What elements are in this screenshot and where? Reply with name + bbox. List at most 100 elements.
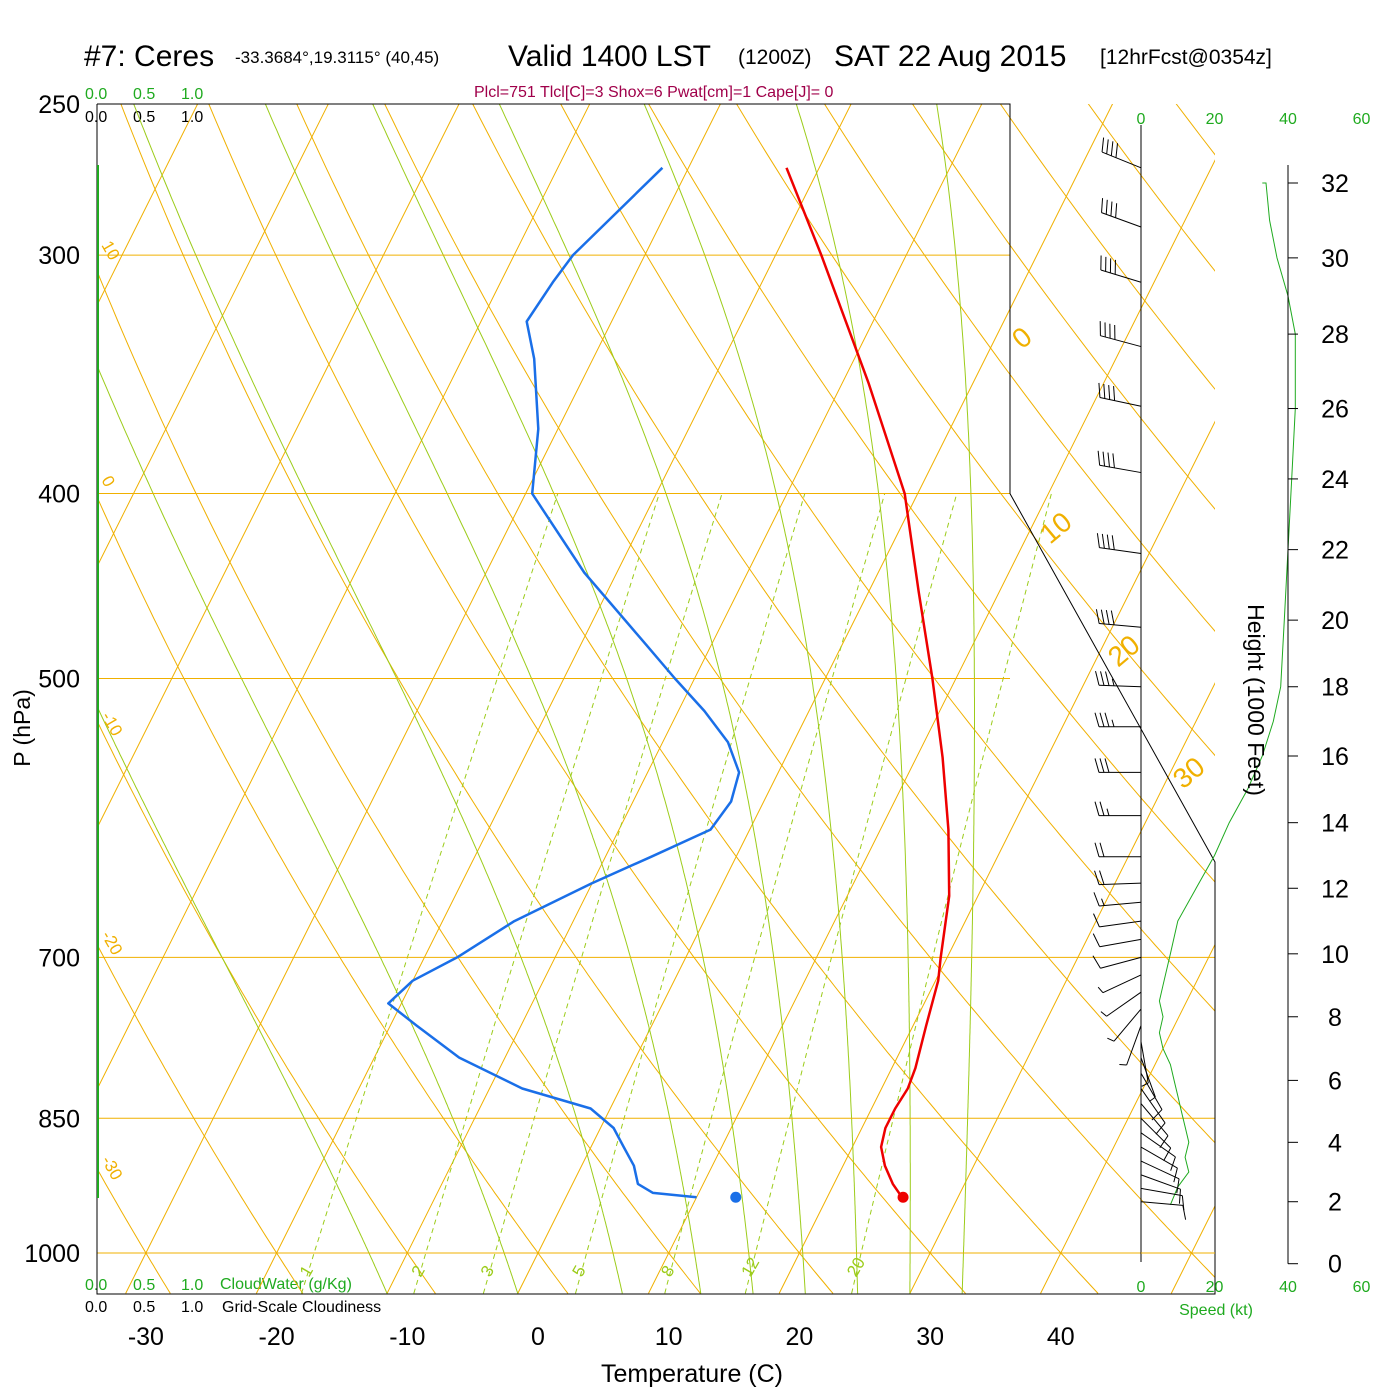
wind-barb-flag: [1104, 712, 1110, 727]
dry-adiabats: [97, 104, 1215, 1294]
bottom-cloudwater-tick-2: 1.0: [181, 1277, 204, 1294]
dry-adiabat: [384, 104, 1215, 1279]
plot-border: [96, 103, 1216, 1295]
dry-adiabat: [648, 104, 1215, 883]
wind-barb: [1100, 255, 1142, 283]
pressure-tick-label: 400: [38, 481, 80, 509]
wind-barb-staff: [1140, 1103, 1169, 1137]
wind-barb-flag: [1159, 1135, 1169, 1149]
wind-barb-staff: [1099, 397, 1142, 407]
surface-dewpoint-marker: [730, 1191, 742, 1203]
wind-barb: [1140, 1174, 1181, 1204]
mixing-ratio-label: 20: [843, 1254, 869, 1280]
dry-adiabat: [208, 104, 966, 1294]
wind-barb-flag: [1094, 758, 1100, 773]
moist-adiabat: [936, 104, 975, 1294]
wind-barb-flag: [1093, 913, 1100, 928]
dry-adiabat: [823, 104, 1215, 632]
wind-barb-flag: [1176, 1178, 1180, 1194]
isotherm: [386, 104, 983, 1294]
wind-barb-flag: [1094, 842, 1100, 857]
bottom-cloudiness-tick-1: 0.5: [133, 1299, 156, 1316]
wind-barb: [1140, 1041, 1149, 1087]
sounding-indices: Plcl=751 Tlcl[C]=3 Shox=6 Pwat[cm]=1 Cap…: [474, 84, 834, 101]
isotherm: [1170, 1204, 1215, 1294]
height-tick-label: 20: [1321, 607, 1349, 635]
isotherm: [255, 104, 852, 1294]
isotherm: [648, 159, 1215, 1294]
isotherm: [97, 104, 591, 1091]
height-tick-label: 0: [1328, 1251, 1342, 1279]
surface-temperature-marker: [897, 1191, 909, 1203]
wind-barb-staff: [1140, 1201, 1183, 1206]
height-tick-label: 30: [1321, 245, 1349, 273]
top-cloudiness-tick-0: 0.0: [85, 109, 108, 126]
height-tick-label: 32: [1321, 170, 1349, 198]
wind-barb-staff: [1140, 1117, 1172, 1149]
isotherm: [517, 104, 1114, 1294]
temperature-tick-label: 20: [785, 1323, 813, 1351]
isotherm-label-right: 10: [1034, 506, 1078, 550]
dry-adiabat: [97, 495, 569, 1294]
wind-barb-flag: [1115, 143, 1118, 158]
wind-barb-flag: [1100, 671, 1105, 686]
wind-barb-flag: [1095, 671, 1100, 686]
valid-utc: (1200Z): [738, 46, 812, 69]
mixing-ratio-line: [664, 493, 886, 1294]
wind-barb-staff: [1140, 1146, 1178, 1169]
wind-barb-half: [1107, 1037, 1115, 1042]
moist-adiabat: [372, 104, 754, 1294]
wind-barb: [1094, 870, 1142, 886]
wind-speed-tick-bottom: 60: [1353, 1279, 1371, 1296]
wind-barb: [1140, 1187, 1185, 1211]
wind-barb: [1098, 382, 1142, 407]
top-cloudiness-tick-1: 0.5: [133, 109, 156, 126]
wind-barb: [1094, 801, 1141, 817]
wind-barb-staff: [1140, 1160, 1180, 1180]
isotherm-label-right: 0: [1006, 321, 1038, 355]
wind-barb: [1140, 1160, 1180, 1194]
dry-adiabat: [560, 104, 1215, 1012]
pressure-tick-label: 850: [38, 1105, 80, 1133]
isotherms: [97, 104, 1215, 1294]
wind-speed-tick-bottom: 0: [1137, 1279, 1146, 1296]
pressure-tick-label: 300: [38, 242, 80, 270]
wind-barb-staff: [1140, 1072, 1163, 1110]
wind-barb: [1096, 533, 1142, 554]
wind-barb-staff: [1099, 938, 1142, 948]
moist-adiabats: [97, 104, 975, 1294]
wind-barb-staff: [1099, 882, 1142, 886]
isotherm: [97, 104, 199, 307]
wind-barb: [1094, 842, 1141, 858]
wind-barb-flag: [1115, 203, 1118, 218]
wind-barb-half: [1111, 678, 1115, 686]
wind-barb: [1095, 609, 1142, 628]
dry-adiabat: [97, 1167, 171, 1294]
height-tick-label: 14: [1321, 810, 1349, 838]
height-tick-label: 2: [1328, 1189, 1342, 1217]
wind-barb-flag: [1094, 712, 1100, 727]
isotherm-label-left: -30: [98, 1153, 127, 1184]
wind-barb-flag: [1097, 450, 1101, 466]
wind-barb-flag: [1181, 1195, 1185, 1211]
temperature-tick-label: -20: [259, 1323, 295, 1351]
temperature-tick-label: 0: [531, 1323, 545, 1351]
wind-barb-staff: [1099, 547, 1142, 554]
isobars: [97, 103, 1215, 1254]
wind-barb-half: [1111, 719, 1115, 727]
surface-markers: [730, 1191, 909, 1203]
top-cloudiness-tick-2: 1.0: [181, 109, 204, 126]
forecast-label: [12hrFcst@0354z]: [1100, 46, 1272, 69]
dry-adiabat: [97, 943, 304, 1294]
wind-barb-flag: [1105, 610, 1110, 625]
isotherm: [97, 104, 329, 568]
wind-barb-flag: [1094, 801, 1100, 816]
wind-barb: [1094, 712, 1141, 728]
wind-barb-staff: [1100, 956, 1142, 969]
isotherm-label-left: -10: [98, 709, 127, 740]
wind-barb: [1097, 450, 1142, 474]
wind-barb-flag: [1107, 452, 1110, 468]
wind-barb-staff: [1100, 335, 1142, 348]
wind-speed-axis-label: Speed (kt): [1179, 1302, 1253, 1319]
height-tick-label: 16: [1321, 743, 1349, 771]
